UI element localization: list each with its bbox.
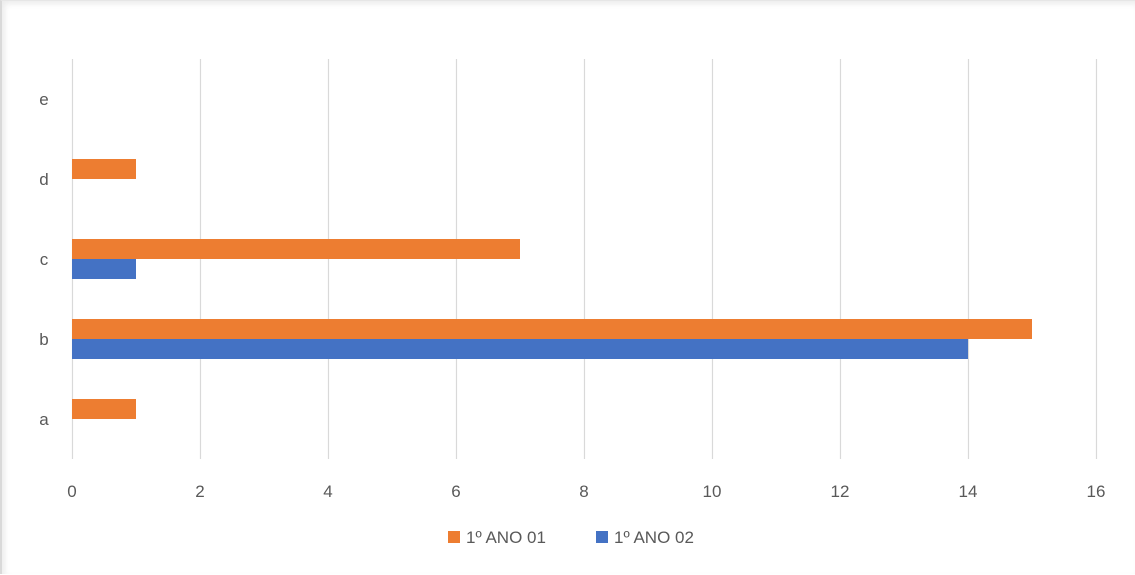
bar-a-1º-ano-01: [72, 399, 136, 419]
x-tick-label: 4: [323, 482, 332, 501]
bars: [72, 159, 1032, 419]
legend-swatch: [596, 531, 608, 543]
x-tick-label: 12: [831, 482, 850, 501]
x-tick-label: 16: [1087, 482, 1106, 501]
x-tick-label: 8: [579, 482, 588, 501]
category-label-b: b: [39, 330, 48, 349]
x-tick-label: 0: [67, 482, 76, 501]
category-label-e: e: [39, 90, 48, 109]
bar-b-1º-ano-01: [72, 319, 1032, 339]
bar-c-1º-ano-01: [72, 239, 520, 259]
legend: 1º ANO 01 1º ANO 02: [448, 528, 694, 547]
bar-b-1º-ano-02: [72, 339, 968, 359]
legend-label: 1º ANO 01: [466, 528, 546, 547]
category-label-c: c: [40, 250, 49, 269]
gridlines: [71, 59, 1098, 459]
legend-label: 1º ANO 02: [614, 528, 694, 547]
x-tick-labels: 0 2 4 6 8 10 12 14 16: [67, 482, 1105, 501]
category-label-a: a: [39, 410, 49, 429]
x-tick-label: 10: [703, 482, 722, 501]
bar-d-1º-ano-01: [72, 159, 136, 179]
bar-c-1º-ano-02: [72, 259, 136, 279]
category-labels: a b c d e: [39, 90, 49, 429]
x-tick-label: 2: [195, 482, 204, 501]
x-tick-label: 6: [451, 482, 460, 501]
x-tick-label: 14: [959, 482, 978, 501]
category-label-d: d: [39, 170, 48, 189]
legend-swatch: [448, 531, 460, 543]
